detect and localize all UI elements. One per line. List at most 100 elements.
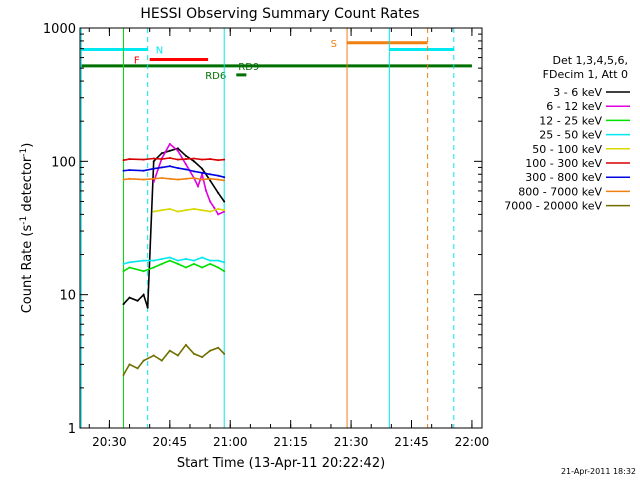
series-1-point <box>184 154 187 157</box>
series-7-point <box>217 174 220 177</box>
series-7-point <box>209 173 212 176</box>
series-2-point <box>209 200 212 203</box>
y-tick-label: 100 <box>51 155 76 170</box>
series-3-point <box>223 270 226 273</box>
series-7-point <box>128 169 131 172</box>
series-6-point <box>217 159 220 162</box>
series-4-point <box>152 259 155 262</box>
y-axis-label-end: ) <box>20 143 35 148</box>
series-8-point <box>192 176 195 179</box>
series-4-point <box>160 258 163 261</box>
series-7-point <box>184 168 187 171</box>
series-line-5 <box>153 208 225 213</box>
series-3-point <box>122 270 125 273</box>
series-9-point <box>223 352 226 355</box>
series-2-point <box>184 163 187 166</box>
y-axis-label-sup2: -1 <box>19 148 29 157</box>
series-5-point <box>223 209 226 212</box>
series-1-point <box>146 306 149 309</box>
series-8-point <box>168 177 171 180</box>
series-1-point <box>152 160 155 163</box>
series-9-point <box>184 343 187 346</box>
series-9-point <box>176 354 179 357</box>
y-axis-label-mid: detector <box>20 156 35 216</box>
series-6-point <box>192 157 195 160</box>
x-tick-label: 21:00 <box>213 435 248 449</box>
series-1-point <box>136 299 139 302</box>
series-1-point <box>201 167 204 170</box>
series-line-9 <box>122 343 225 376</box>
series-8-point <box>176 178 179 181</box>
series-9-point <box>142 359 145 362</box>
series-7-point <box>176 167 179 170</box>
series-4-point <box>217 259 220 262</box>
legend: Det 1,3,4,5,6, FDecim 1, Att 0 3 - 6 keV… <box>504 54 630 213</box>
timestamp: 21-Apr-2011 18:32 <box>561 467 636 476</box>
series-6-point <box>142 158 145 161</box>
series-3-point <box>184 266 187 269</box>
series-1-point <box>168 149 171 152</box>
series-1-point <box>142 293 145 296</box>
series-9-point <box>128 363 131 366</box>
series-1-point <box>192 160 195 163</box>
series-3-point <box>142 270 145 273</box>
series-9-point <box>122 373 125 376</box>
series-9-point <box>209 349 212 352</box>
series-3-point <box>209 262 212 265</box>
series-3-point <box>128 266 131 269</box>
series-7-point <box>160 166 163 169</box>
series-3-point <box>192 262 195 265</box>
series-8-point <box>209 177 212 180</box>
legend-label: 12 - 25 keV <box>539 114 602 127</box>
series-1-point <box>176 147 179 150</box>
series-1-point <box>128 296 131 299</box>
legend-label: 50 - 100 keV <box>532 143 602 156</box>
series-6-point <box>122 159 125 162</box>
series-6-point <box>201 158 204 161</box>
x-tick-label: 21:30 <box>334 435 369 449</box>
legend-label: 300 - 800 keV <box>525 171 602 184</box>
series-8-point <box>217 178 220 181</box>
series-6-point <box>209 158 212 161</box>
flag-label-rd6: RD6 <box>205 71 226 82</box>
series-5-point <box>184 209 187 212</box>
series-1-point <box>160 152 163 155</box>
series-4-point <box>168 256 171 259</box>
series-6-point <box>184 158 187 161</box>
flag-label-n: N <box>156 45 163 56</box>
series-5-point <box>217 207 220 210</box>
series-9-point <box>136 367 139 370</box>
series-line-7 <box>123 165 225 178</box>
series-7-point <box>223 176 226 179</box>
series-6-point <box>223 158 226 161</box>
series-4-point <box>201 256 204 259</box>
y-tick-label: 1000 <box>43 22 76 37</box>
flag-label-s: S <box>331 39 337 50</box>
series-6-point <box>168 156 171 159</box>
series-2-point <box>197 185 200 188</box>
y-axis-label-main: Count Rate (s <box>20 225 35 314</box>
x-tick-label: 21:15 <box>273 435 308 449</box>
y-tick-label: 1 <box>68 422 76 437</box>
series-8-point <box>223 179 226 182</box>
series-2-point <box>152 180 155 183</box>
x-tick-label: 20:30 <box>92 435 127 449</box>
y-axis-label: Count Rate (s-1 detector-1) <box>19 143 35 314</box>
legend-header-2: FDecim 1, Att 0 <box>543 68 628 81</box>
series-9-point <box>201 356 204 359</box>
series-6-point <box>176 158 179 161</box>
series-9-point <box>168 349 171 352</box>
series-3-point <box>152 266 155 269</box>
plot-area: N F S RD9 RD6 <box>80 28 472 428</box>
series-8-point <box>201 178 204 181</box>
legend-label: 6 - 12 keV <box>546 100 602 113</box>
legend-label: 7000 - 20000 keV <box>504 200 602 213</box>
series-4-point <box>128 261 131 264</box>
series-9-point <box>160 359 163 362</box>
series-3-point <box>160 262 163 265</box>
axes: 20:30 20:45 21:00 21:15 21:30 21:45 22:00 1 10 10… <box>43 22 489 449</box>
series-line-6 <box>123 157 225 162</box>
series-7-point <box>122 169 125 172</box>
legend-label: 25 - 50 keV <box>539 129 602 142</box>
series-8-point <box>128 177 131 180</box>
